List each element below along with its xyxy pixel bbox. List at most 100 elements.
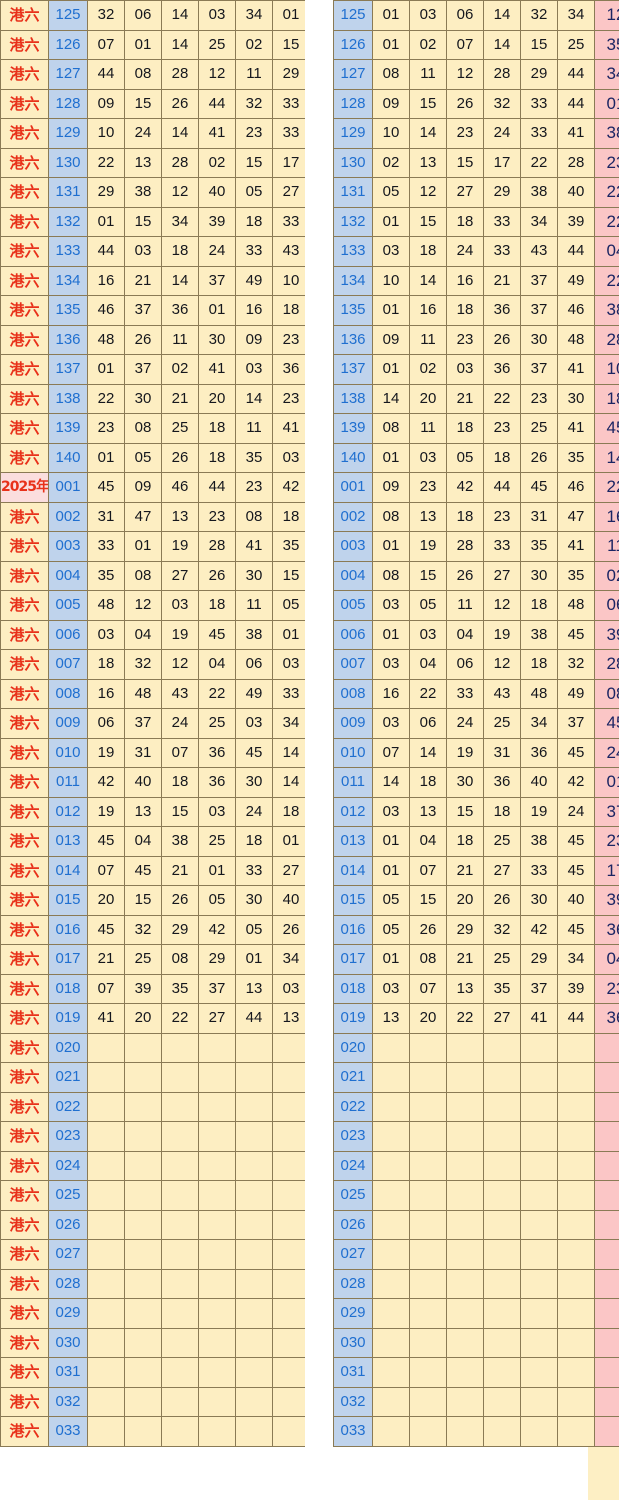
issue-number-cell[interactable]: 005 (333, 590, 373, 621)
issue-number-cell[interactable]: 025 (333, 1180, 373, 1211)
issue-number-cell[interactable]: 003 (333, 531, 373, 562)
issue-number-cell[interactable]: 029 (333, 1298, 373, 1329)
issue-number-cell[interactable]: 020 (48, 1033, 88, 1063)
issue-number-cell[interactable]: 007 (333, 649, 373, 680)
issue-number-cell[interactable]: 131 (48, 177, 88, 208)
issue-number-cell[interactable]: 133 (333, 236, 373, 267)
issue-number-cell[interactable]: 008 (48, 679, 88, 709)
issue-number-cell[interactable]: 027 (48, 1239, 88, 1270)
issue-number-cell[interactable]: 003 (48, 531, 88, 562)
draw-number-cell: 45 (557, 826, 595, 857)
issue-number-cell[interactable]: 033 (48, 1416, 88, 1447)
issue-number-cell[interactable]: 130 (48, 148, 88, 178)
issue-number-cell[interactable]: 016 (333, 915, 373, 945)
issue-number-cell[interactable]: 011 (333, 767, 373, 798)
issue-number-cell[interactable]: 028 (48, 1269, 88, 1299)
issue-number-cell[interactable]: 128 (333, 89, 373, 119)
issue-number-cell[interactable]: 033 (333, 1416, 373, 1447)
issue-number-cell[interactable]: 015 (48, 885, 88, 916)
issue-number-cell[interactable]: 004 (48, 561, 88, 591)
issue-number-cell[interactable]: 006 (48, 620, 88, 650)
issue-number-cell[interactable]: 001 (333, 472, 373, 503)
issue-number-cell[interactable]: 137 (333, 354, 373, 385)
issue-number-cell[interactable]: 016 (48, 915, 88, 945)
issue-number-cell[interactable]: 013 (333, 826, 373, 857)
issue-number-cell[interactable]: 012 (48, 797, 88, 827)
issue-number-cell[interactable]: 129 (48, 118, 88, 149)
issue-number-cell[interactable]: 132 (48, 207, 88, 237)
issue-number-cell[interactable]: 129 (333, 118, 373, 149)
issue-number-cell[interactable]: 030 (333, 1328, 373, 1358)
issue-number-cell[interactable]: 002 (333, 502, 373, 532)
issue-number-cell[interactable]: 025 (48, 1180, 88, 1211)
issue-number-cell[interactable]: 009 (48, 708, 88, 739)
issue-number-cell[interactable]: 031 (333, 1357, 373, 1388)
issue-number-cell[interactable]: 001 (48, 472, 88, 503)
issue-number-cell[interactable]: 131 (333, 177, 373, 208)
issue-number-cell[interactable]: 015 (333, 885, 373, 916)
issue-number-cell[interactable]: 017 (333, 944, 373, 975)
issue-number-cell[interactable]: 023 (333, 1121, 373, 1152)
issue-number-cell[interactable]: 020 (333, 1033, 373, 1063)
issue-number-cell[interactable]: 125 (333, 0, 373, 31)
issue-number-cell[interactable]: 032 (333, 1387, 373, 1417)
issue-number-cell[interactable]: 135 (333, 295, 373, 326)
issue-number-cell[interactable]: 014 (333, 856, 373, 886)
issue-number-cell[interactable]: 031 (48, 1357, 88, 1388)
issue-number-cell[interactable]: 032 (48, 1387, 88, 1417)
issue-number-cell[interactable]: 008 (333, 679, 373, 709)
issue-number-cell[interactable]: 026 (48, 1210, 88, 1240)
issue-number-cell[interactable]: 011 (48, 767, 88, 798)
issue-number-cell[interactable]: 134 (48, 266, 88, 296)
issue-number-cell[interactable]: 128 (48, 89, 88, 119)
issue-number-cell[interactable]: 130 (333, 148, 373, 178)
issue-number-cell[interactable]: 139 (333, 413, 373, 444)
issue-number-cell[interactable]: 002 (48, 502, 88, 532)
issue-number-cell[interactable]: 013 (48, 826, 88, 857)
issue-number-cell[interactable]: 127 (333, 59, 373, 90)
issue-number-cell[interactable]: 018 (48, 974, 88, 1004)
issue-number-cell[interactable]: 127 (48, 59, 88, 90)
issue-number-cell[interactable]: 134 (333, 266, 373, 296)
issue-number-cell[interactable]: 010 (333, 738, 373, 768)
issue-number-cell[interactable]: 017 (48, 944, 88, 975)
issue-number-cell[interactable]: 125 (48, 0, 88, 31)
issue-number-cell[interactable]: 126 (48, 30, 88, 60)
issue-number-cell[interactable]: 009 (333, 708, 373, 739)
issue-number-cell[interactable]: 014 (48, 856, 88, 886)
issue-number-cell[interactable]: 135 (48, 295, 88, 326)
issue-number-cell[interactable]: 019 (48, 1003, 88, 1034)
issue-number-cell[interactable]: 005 (48, 590, 88, 621)
issue-number-cell[interactable]: 010 (48, 738, 88, 768)
issue-number-cell[interactable]: 027 (333, 1239, 373, 1270)
issue-number-cell[interactable]: 137 (48, 354, 88, 385)
issue-number-cell[interactable]: 018 (333, 974, 373, 1004)
issue-number-cell[interactable]: 028 (333, 1269, 373, 1299)
issue-number-cell[interactable]: 021 (48, 1062, 88, 1093)
issue-number-cell[interactable]: 004 (333, 561, 373, 591)
issue-number-cell[interactable]: 026 (333, 1210, 373, 1240)
issue-number-cell[interactable]: 126 (333, 30, 373, 60)
issue-number-cell[interactable]: 019 (333, 1003, 373, 1034)
issue-number-cell[interactable]: 140 (48, 443, 88, 473)
issue-number-cell[interactable]: 006 (333, 620, 373, 650)
issue-number-cell[interactable]: 007 (48, 649, 88, 680)
issue-number-cell[interactable]: 132 (333, 207, 373, 237)
issue-number-cell[interactable]: 024 (48, 1151, 88, 1181)
draw-number-cell: 25 (124, 944, 162, 975)
issue-number-cell[interactable]: 140 (333, 443, 373, 473)
issue-number-cell[interactable]: 139 (48, 413, 88, 444)
issue-number-cell[interactable]: 012 (333, 797, 373, 827)
issue-number-cell[interactable]: 136 (333, 325, 373, 355)
issue-number-cell[interactable]: 022 (48, 1092, 88, 1122)
issue-number-cell[interactable]: 022 (333, 1092, 373, 1122)
issue-number-cell[interactable]: 021 (333, 1062, 373, 1093)
issue-number-cell[interactable]: 136 (48, 325, 88, 355)
issue-number-cell[interactable]: 024 (333, 1151, 373, 1181)
issue-number-cell[interactable]: 023 (48, 1121, 88, 1152)
issue-number-cell[interactable]: 138 (333, 384, 373, 414)
issue-number-cell[interactable]: 133 (48, 236, 88, 267)
issue-number-cell[interactable]: 138 (48, 384, 88, 414)
issue-number-cell[interactable]: 029 (48, 1298, 88, 1329)
issue-number-cell[interactable]: 030 (48, 1328, 88, 1358)
